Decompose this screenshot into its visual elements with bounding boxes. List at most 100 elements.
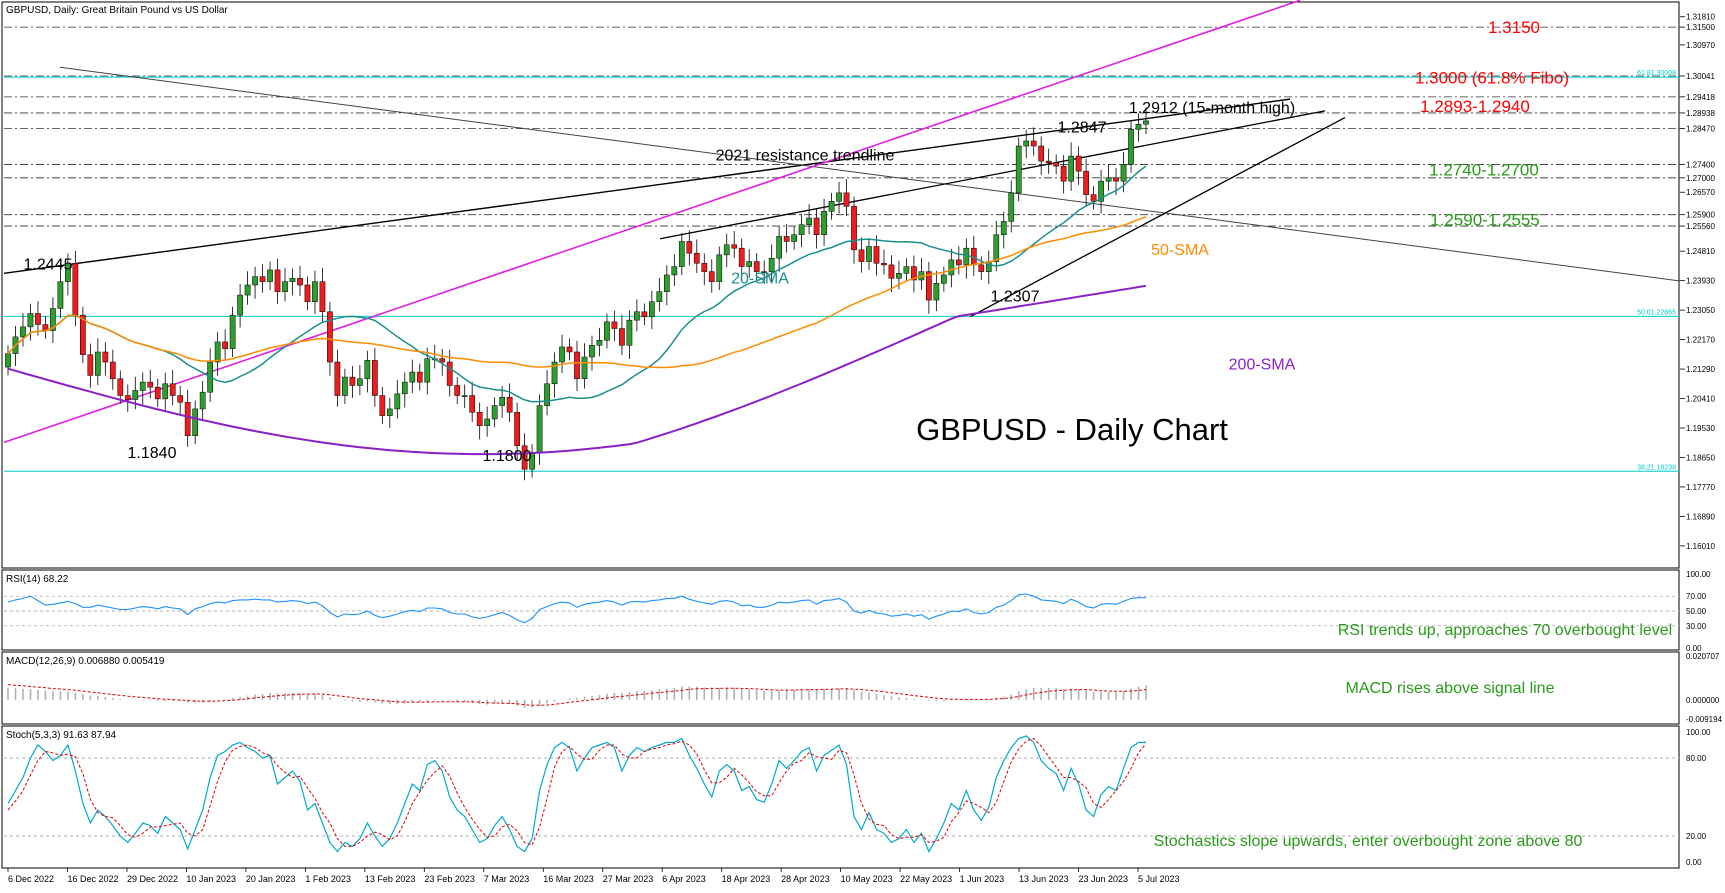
- candle-body-111: [836, 192, 842, 202]
- candle-body-90: [678, 241, 685, 267]
- candle-body-48: [364, 360, 371, 380]
- candle-body-50: [379, 395, 386, 416]
- price-tick-label-20: 1.17770: [1686, 483, 1715, 492]
- candle-body-28: [214, 341, 221, 363]
- indicators-layer: [4, 593, 1680, 853]
- zone-label-3: 1.2740-1.2700: [1429, 160, 1539, 179]
- candle-body-8: [65, 262, 71, 282]
- candle-body-32: [244, 284, 251, 296]
- candle-body-95: [716, 254, 723, 282]
- sma20-label: 20-SMA: [731, 270, 789, 287]
- x-tick-label-8: 7 Mar 2023: [484, 874, 530, 884]
- candle-body-149: [1120, 164, 1127, 182]
- zone-label-0: 1.3150: [1488, 18, 1540, 37]
- candle-body-64: [484, 418, 491, 426]
- candle-body-132: [993, 234, 1000, 262]
- x-tick-label-14: 10 May 2023: [841, 874, 893, 884]
- candle-body-123: [926, 271, 932, 301]
- candle-body-130: [978, 264, 985, 272]
- candle-body-128: [963, 247, 970, 266]
- candle-body-124: [933, 283, 940, 301]
- candle-body-135: [1015, 145, 1022, 194]
- x-tick-label-15: 22 May 2023: [900, 874, 952, 884]
- price-tick-label-14: 1.23050: [1686, 306, 1715, 315]
- stoch-tick-2: 20.00: [1686, 832, 1707, 841]
- candle-body-68: [514, 412, 520, 447]
- 1.1800-label: 1.1800: [483, 448, 532, 465]
- candle-body-78: [589, 345, 595, 358]
- candle-body-19: [147, 381, 154, 388]
- candle-body-115: [866, 246, 872, 262]
- candle-body-46: [349, 376, 356, 386]
- price-tick-label-22: 1.16010: [1686, 542, 1715, 551]
- candle-body-80: [604, 321, 610, 341]
- x-tick-label-3: 10 Jan 2023: [186, 874, 236, 884]
- candle-body-118: [888, 264, 895, 279]
- rising-channel-bottom: [969, 116, 1346, 318]
- candle-body-126: [948, 259, 955, 276]
- candle-body-87: [656, 291, 663, 302]
- x-tick-label-11: 6 Apr 2023: [662, 874, 706, 884]
- candle-body-141: [1060, 165, 1067, 182]
- sma20-line: [7, 165, 1147, 403]
- candle-body-117: [881, 262, 887, 266]
- rising-channel-top: [659, 110, 1326, 240]
- x-tick-label-7: 23 Feb 2023: [424, 874, 475, 884]
- x-tick-label-16: 1 Jun 2023: [960, 874, 1005, 884]
- fibo-label-0: 61.81.30008: [1637, 70, 1676, 77]
- candle-body-62: [469, 395, 476, 413]
- price-tick-label-6: 1.28470: [1686, 125, 1715, 134]
- rsi-tick-4: 0.00: [1686, 644, 1702, 653]
- candle-body-10: [80, 314, 86, 355]
- candle-body-37: [282, 281, 288, 292]
- candle-body-99: [746, 261, 753, 267]
- 1.2307-label: 1.2307: [991, 288, 1040, 305]
- candle-body-49: [372, 360, 378, 396]
- x-tick-label-19: 5 Jul 2023: [1138, 874, 1180, 884]
- candle-body-114: [858, 249, 865, 262]
- candle-body-60: [454, 385, 461, 396]
- candle-body-85: [641, 311, 648, 318]
- rsi-header: RSI(14) 68.22: [6, 574, 69, 585]
- candle-body-72: [544, 383, 550, 406]
- candle-body-101: [761, 271, 768, 274]
- sma200-line: [7, 284, 1147, 456]
- stoch-tick-0: 100.00: [1686, 728, 1711, 737]
- candle-body-66: [499, 396, 505, 406]
- candle-body-29: [222, 341, 228, 349]
- stoch-header: Stoch(5,3,3) 91.63 87.94: [6, 730, 117, 741]
- x-tick-label-17: 13 Jun 2023: [1019, 874, 1069, 884]
- zone-label-1: 1.3000 (61.8% Fibo): [1415, 68, 1569, 87]
- price-tick-label-8: 1.27000: [1686, 174, 1715, 183]
- candle-body-139: [1045, 160, 1052, 164]
- price-tick-label-15: 1.22170: [1686, 336, 1715, 345]
- candle-body-142: [1068, 155, 1074, 182]
- candle-body-75: [566, 346, 573, 353]
- price-tick-label-17: 1.20410: [1686, 395, 1715, 404]
- candle-body-148: [1113, 177, 1119, 182]
- candle-body-55: [416, 371, 423, 383]
- macd-signal-line: [7, 684, 1147, 706]
- candle-body-116: [873, 246, 880, 264]
- candle-body-76: [574, 351, 580, 380]
- 1.2445-label: 1.2445: [24, 257, 73, 274]
- candle-body-0: [5, 353, 11, 368]
- candle-body-24: [184, 401, 191, 436]
- candle-body-121: [911, 266, 917, 281]
- candle-body-93: [701, 262, 708, 272]
- candle-body-47: [357, 378, 363, 386]
- candle-body-152: [1143, 120, 1149, 125]
- candle-body-16: [124, 395, 131, 400]
- candle-body-67: [506, 396, 513, 413]
- candle-body-3: [27, 313, 34, 328]
- candle-body-71: [536, 405, 543, 453]
- rsi-pane: [1, 569, 1680, 651]
- macd-pane: [1, 651, 1680, 725]
- candle-body-147: [1105, 177, 1112, 182]
- grid-lines: [4, 26, 1680, 472]
- candle-body-14: [109, 361, 116, 380]
- price-tick-label-7: 1.27400: [1686, 160, 1715, 169]
- trendlines-layer: [3, 0, 1681, 444]
- candle-body-113: [851, 206, 857, 251]
